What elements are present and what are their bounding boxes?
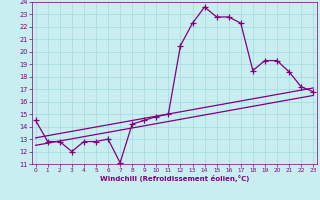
X-axis label: Windchill (Refroidissement éolien,°C): Windchill (Refroidissement éolien,°C) xyxy=(100,175,249,182)
